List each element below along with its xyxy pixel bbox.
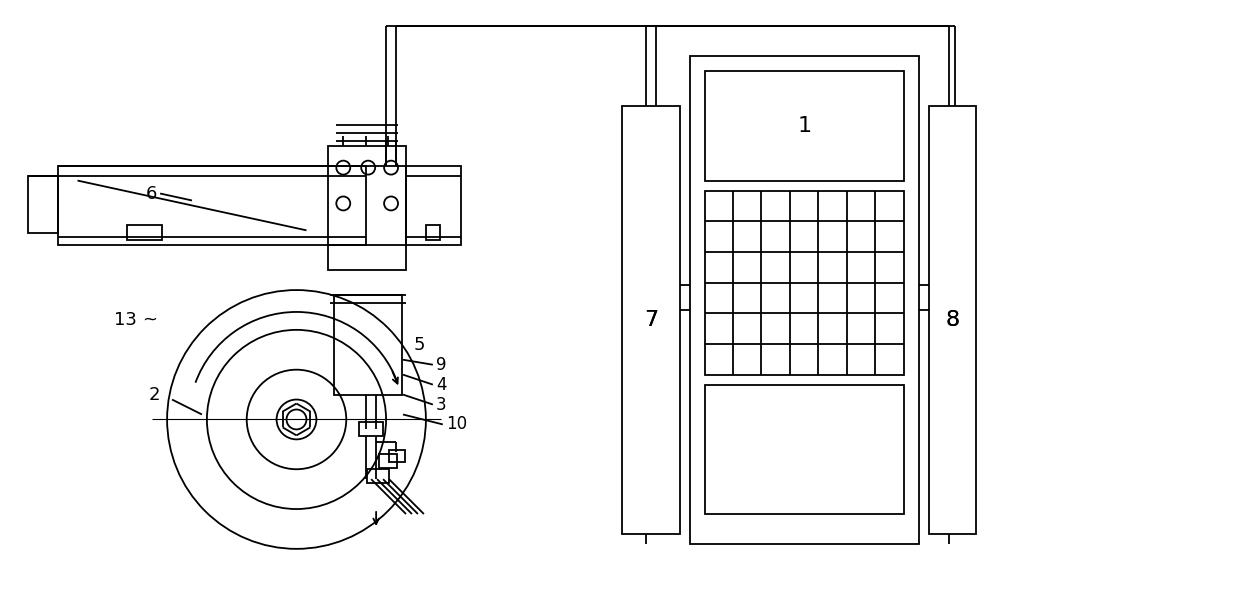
Text: 7: 7 bbox=[644, 310, 658, 330]
Bar bbox=[704, 385, 904, 514]
Text: 2: 2 bbox=[149, 385, 160, 403]
Bar bbox=[389, 451, 405, 462]
Bar bbox=[929, 106, 976, 534]
Bar bbox=[367, 469, 389, 483]
Bar bbox=[704, 190, 904, 374]
Bar bbox=[425, 225, 440, 240]
Text: 6: 6 bbox=[146, 184, 157, 202]
Bar bbox=[689, 56, 919, 544]
Text: 3: 3 bbox=[435, 396, 446, 414]
Text: 9: 9 bbox=[435, 356, 446, 374]
Text: 4: 4 bbox=[435, 376, 446, 394]
Bar bbox=[128, 225, 162, 240]
Text: 10: 10 bbox=[446, 416, 467, 434]
Circle shape bbox=[277, 400, 316, 439]
Text: 7: 7 bbox=[644, 310, 658, 330]
Text: 1: 1 bbox=[797, 116, 811, 136]
Text: 8: 8 bbox=[945, 310, 960, 330]
Bar bbox=[57, 165, 366, 245]
Bar bbox=[379, 454, 397, 468]
Bar bbox=[329, 146, 405, 270]
Bar bbox=[360, 422, 383, 436]
Text: 8: 8 bbox=[945, 310, 960, 330]
Bar bbox=[704, 71, 904, 181]
Bar bbox=[335, 295, 402, 394]
Bar bbox=[622, 106, 680, 534]
Text: 13: 13 bbox=[114, 311, 138, 329]
Bar bbox=[27, 176, 57, 233]
Text: 5: 5 bbox=[414, 336, 425, 354]
Bar bbox=[405, 165, 461, 245]
Text: ~: ~ bbox=[143, 311, 157, 329]
